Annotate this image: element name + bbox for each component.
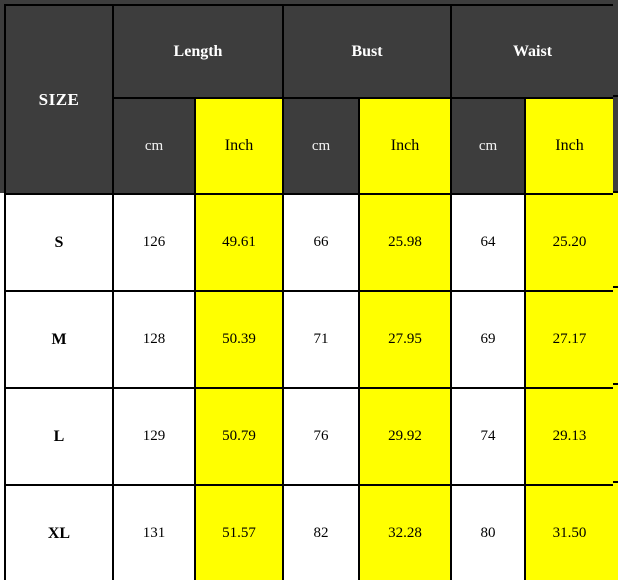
cm-value-cell: 80 xyxy=(450,484,526,580)
inch-value-cell: 50.79 xyxy=(194,387,284,486)
inch-value-cell: 25.98 xyxy=(358,193,452,292)
unit-header-length-inch: Inch xyxy=(194,97,284,195)
size-cell: XL xyxy=(4,484,114,580)
inch-value-cell: 29.13 xyxy=(524,387,615,486)
size-chart-body: S 126 49.61 66 25.98 64 25.20 M 128 50.39 71 27.95 6… xyxy=(4,193,615,580)
left-crop-margin xyxy=(0,0,4,193)
table-row: XL 131 51.57 82 32.28 80 31.50 xyxy=(4,484,615,580)
unit-header-row: cm Inch cm Inch cm Inch xyxy=(5,97,615,195)
inch-value-cell: 31.50 xyxy=(524,484,615,580)
cm-value-cell: 71 xyxy=(282,290,360,389)
unit-header-waist-inch: Inch xyxy=(524,97,615,195)
table-row: M 128 50.39 71 27.95 69 27.17 xyxy=(4,290,615,389)
cm-value-cell: 74 xyxy=(450,387,526,486)
unit-header-length-cm: cm xyxy=(112,97,196,195)
cm-value-cell: 129 xyxy=(112,387,196,486)
cm-value-cell: 66 xyxy=(282,193,360,292)
cm-value-cell: 131 xyxy=(112,484,196,580)
size-cell: S xyxy=(4,193,114,292)
group-header-length: Length xyxy=(112,4,284,99)
table-row: S 126 49.61 66 25.98 64 25.20 xyxy=(4,193,615,292)
cm-value-cell: 82 xyxy=(282,484,360,580)
inch-value-cell: 32.28 xyxy=(358,484,452,580)
inch-value-cell: 25.20 xyxy=(524,193,615,292)
inch-value-cell: 50.39 xyxy=(194,290,284,389)
size-cell: L xyxy=(4,387,114,486)
inch-value-cell: 29.92 xyxy=(358,387,452,486)
size-chart-table: SIZE Length Bust Waist cm Inch cm Inch c… xyxy=(4,4,615,580)
group-header-waist: Waist xyxy=(450,4,615,99)
inch-value-cell: 49.61 xyxy=(194,193,284,292)
cm-value-cell: 126 xyxy=(112,193,196,292)
cm-value-cell: 76 xyxy=(282,387,360,486)
cm-value-cell: 64 xyxy=(450,193,526,292)
unit-header-bust-inch: Inch xyxy=(358,97,452,195)
unit-header-waist-cm: cm xyxy=(450,97,526,195)
inch-value-cell: 27.95 xyxy=(358,290,452,389)
inch-value-cell: 27.17 xyxy=(524,290,615,389)
table-row: L 129 50.79 76 29.92 74 29.13 xyxy=(4,387,615,486)
right-crop-strip xyxy=(613,0,618,580)
inch-value-cell: 51.57 xyxy=(194,484,284,580)
size-cell: M xyxy=(4,290,114,389)
unit-header-bust-cm: cm xyxy=(282,97,360,195)
group-header-row: SIZE Length Bust Waist xyxy=(4,4,615,195)
cm-value-cell: 128 xyxy=(112,290,196,389)
cm-value-cell: 69 xyxy=(450,290,526,389)
group-header-bust: Bust xyxy=(282,4,452,99)
top-crop-margin xyxy=(0,0,618,4)
size-column-header: SIZE xyxy=(4,4,114,195)
